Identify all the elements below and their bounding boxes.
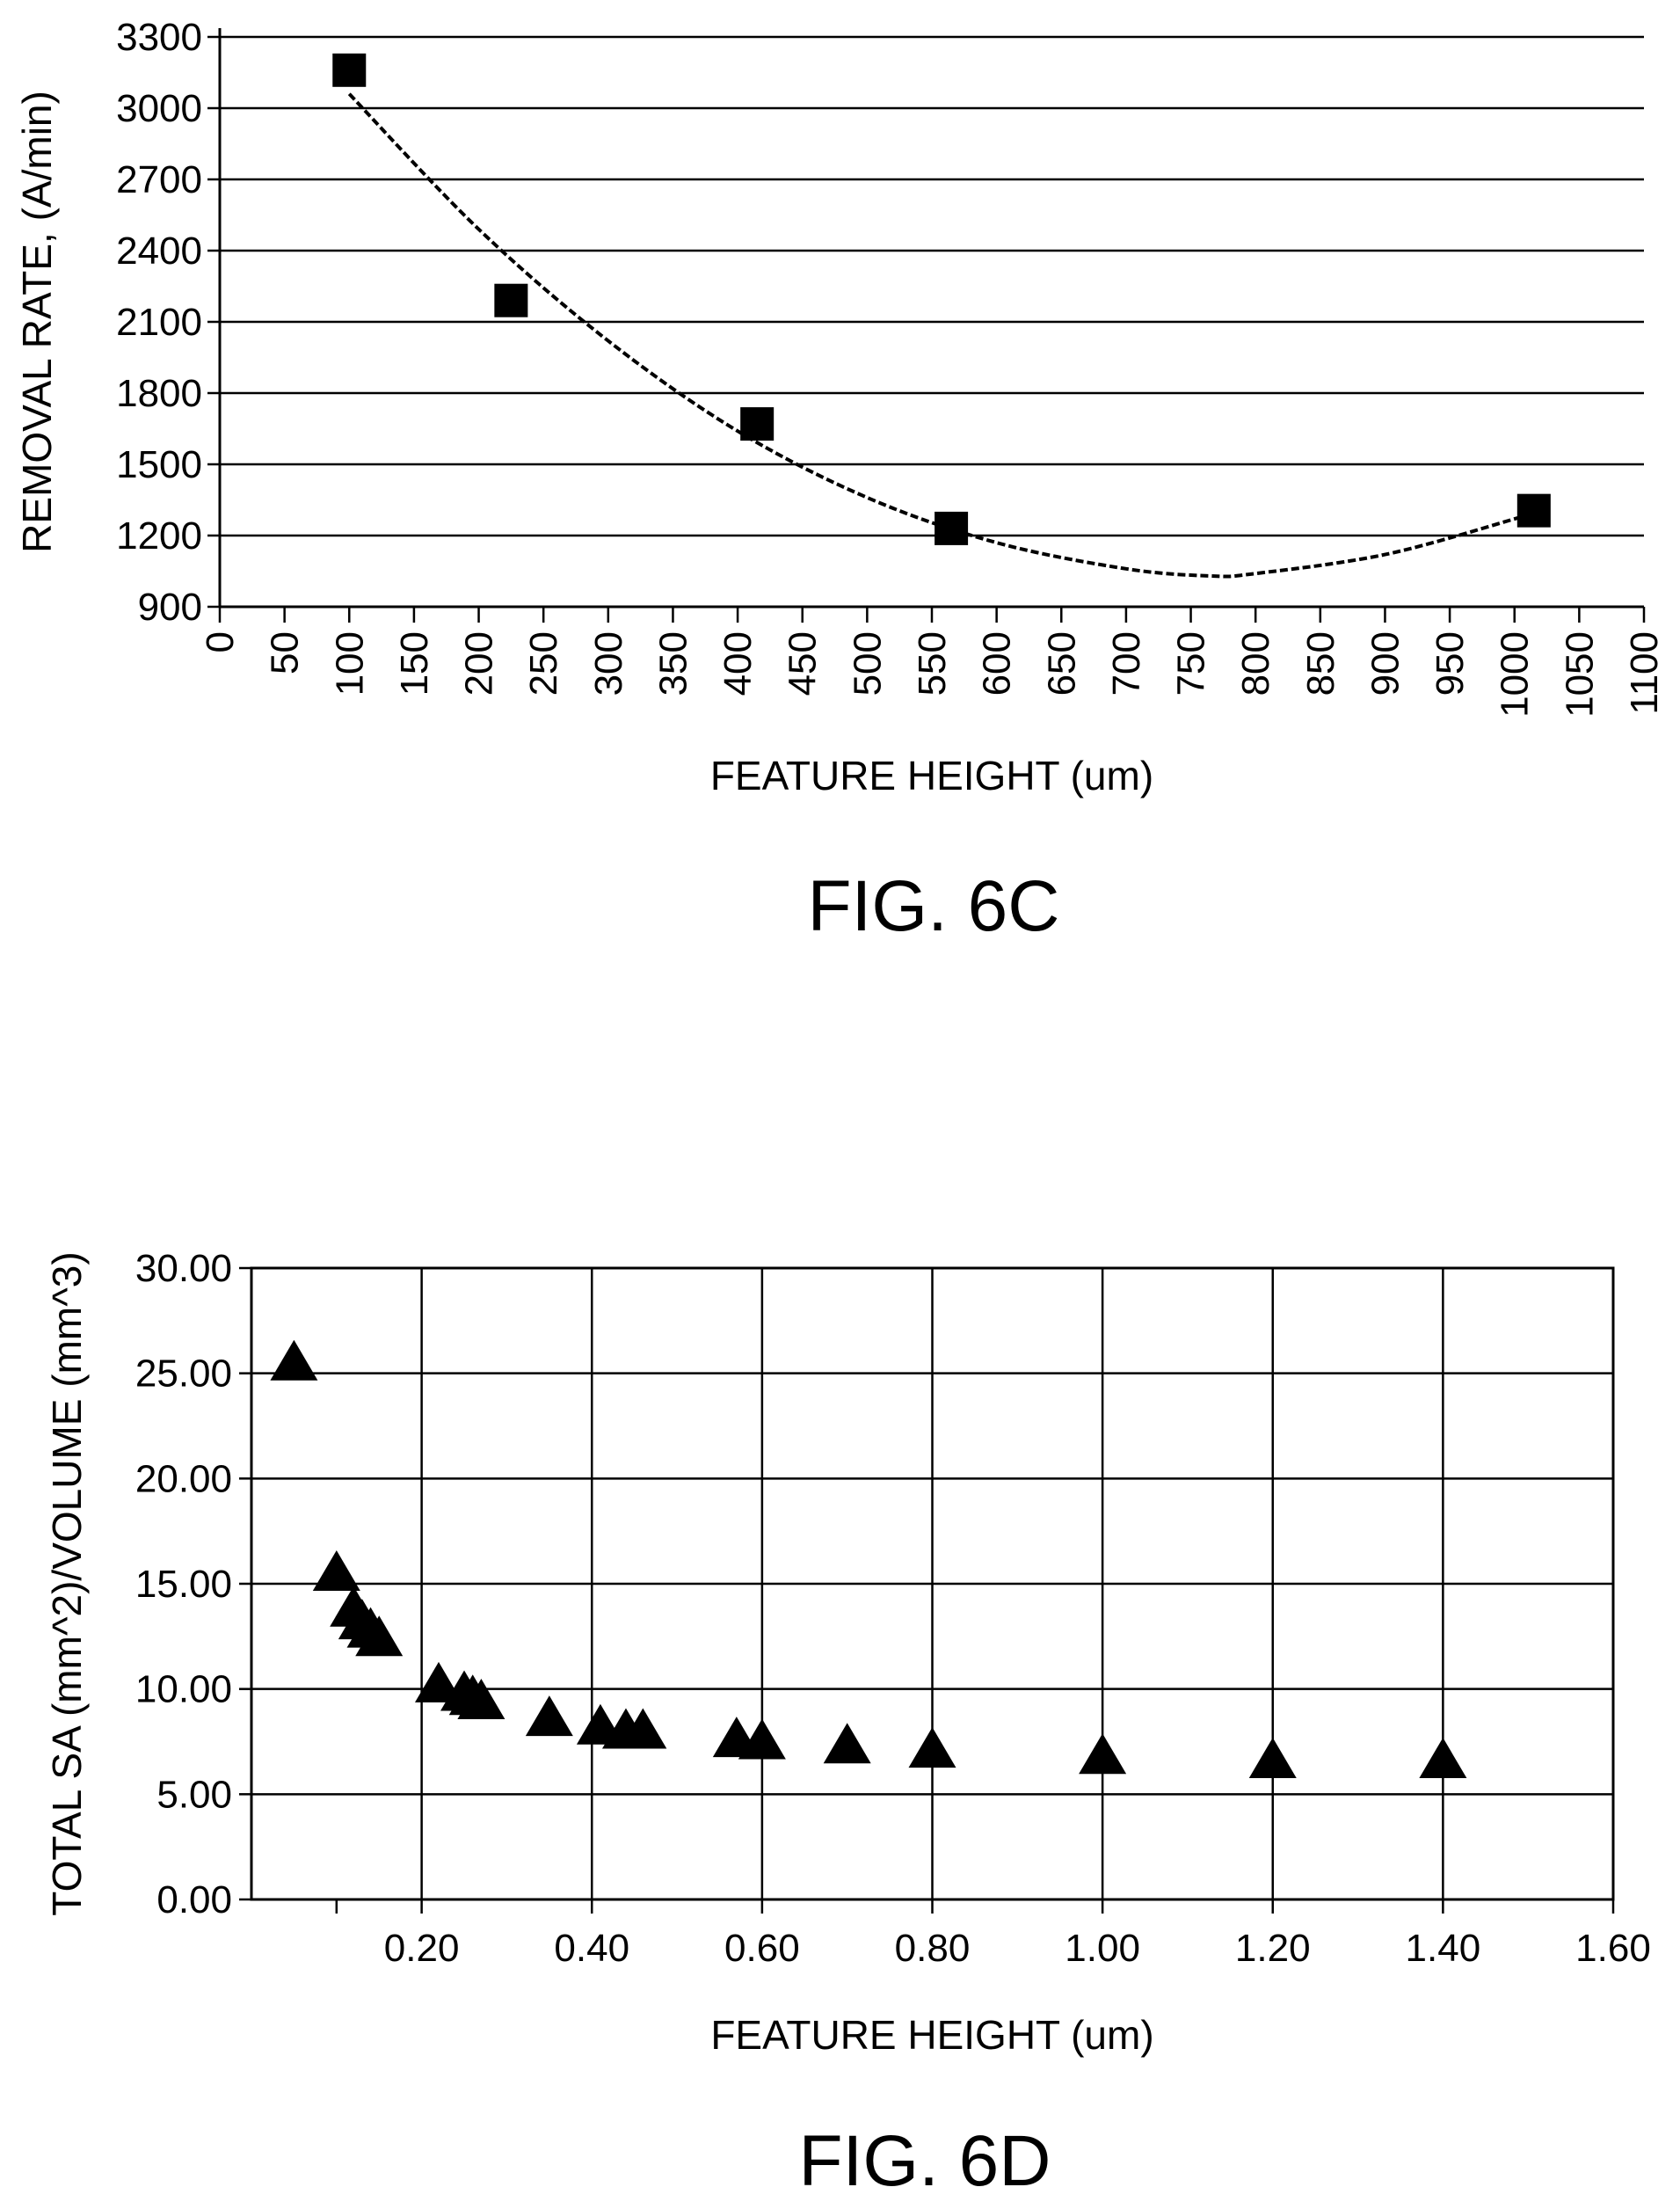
data-point-triangle bbox=[738, 1718, 786, 1760]
y-tick-label: 10.00 bbox=[135, 1668, 232, 1711]
x-tick-label: 1.20 bbox=[1235, 1927, 1311, 1970]
data-point-triangle bbox=[1248, 1738, 1297, 1779]
data-point-square bbox=[740, 407, 775, 441]
data-point-triangle bbox=[1419, 1738, 1467, 1779]
data-point-triangle bbox=[619, 1708, 667, 1749]
x-tick-label: 550 bbox=[911, 631, 954, 696]
data-point-triangle bbox=[414, 1661, 462, 1702]
x-tick-label: 0.80 bbox=[895, 1927, 971, 1970]
x-tick-label: 450 bbox=[782, 631, 825, 696]
figure-label: FIG. 6C bbox=[807, 866, 1059, 946]
x-tick-label: 1000 bbox=[1494, 631, 1537, 718]
y-tick-label: 2100 bbox=[116, 301, 202, 344]
x-tick-label: 0.60 bbox=[724, 1927, 800, 1970]
y-tick-label: 2700 bbox=[116, 158, 202, 201]
x-tick-label: 1.60 bbox=[1575, 1927, 1651, 1970]
data-point-triangle bbox=[312, 1550, 360, 1592]
y-tick-label: 25.00 bbox=[135, 1352, 232, 1396]
plot-frame bbox=[250, 1266, 1615, 1901]
x-tick-label: 1100 bbox=[1623, 631, 1666, 715]
y-tick-label: 5.00 bbox=[156, 1773, 232, 1816]
data-point-square bbox=[332, 53, 367, 87]
y-axis-title: TOTAL SA (mm^2)/VOLUME (mm^3) bbox=[44, 1251, 90, 1915]
y-tick-label: 1500 bbox=[116, 443, 202, 486]
x-tick-label: 0.40 bbox=[554, 1927, 629, 1970]
x-tick-label: 900 bbox=[1364, 631, 1407, 696]
y-tick-label: 1200 bbox=[116, 514, 202, 558]
x-tick-label: 250 bbox=[522, 631, 565, 696]
x-tick-label: 0.20 bbox=[384, 1927, 460, 1970]
x-tick-label: 150 bbox=[393, 631, 436, 696]
x-tick-label: 1050 bbox=[1558, 631, 1601, 718]
y-tick-label: 1800 bbox=[116, 372, 202, 415]
x-tick-label: 950 bbox=[1429, 631, 1472, 696]
x-tick-label: 100 bbox=[328, 631, 371, 696]
data-point-square bbox=[935, 511, 969, 545]
x-tick-label: 1.40 bbox=[1406, 1927, 1481, 1970]
trendline bbox=[347, 92, 1535, 579]
y-tick-label: 20.00 bbox=[135, 1457, 232, 1500]
data-point-triangle bbox=[270, 1339, 318, 1381]
x-tick-label: 750 bbox=[1170, 631, 1213, 696]
data-point-triangle bbox=[1079, 1733, 1127, 1775]
data-point-square bbox=[1516, 493, 1551, 528]
x-tick-label: 300 bbox=[587, 631, 630, 696]
data-point-triangle bbox=[355, 1615, 404, 1657]
data-point-square bbox=[494, 283, 528, 317]
y-tick-label: 30.00 bbox=[135, 1247, 232, 1290]
x-tick-label: 500 bbox=[846, 631, 889, 696]
x-axis-title: FEATURE HEIGHT (um) bbox=[710, 753, 1153, 798]
x-tick-label: 50 bbox=[264, 631, 307, 674]
y-tick-label: 0.00 bbox=[156, 1878, 232, 1921]
x-tick-label: 650 bbox=[1040, 631, 1083, 696]
data-point-triangle bbox=[823, 1723, 871, 1764]
data-point-triangle bbox=[457, 1679, 505, 1720]
x-tick-label: 600 bbox=[976, 631, 1019, 696]
x-axis-title: FEATURE HEIGHT (um) bbox=[710, 2012, 1153, 2058]
figure-label: FIG. 6D bbox=[798, 2121, 1051, 2201]
data-point-triangle bbox=[525, 1695, 573, 1737]
x-tick-label: 400 bbox=[716, 631, 760, 696]
y-tick-label: 3000 bbox=[116, 87, 202, 130]
x-tick-label: 0 bbox=[199, 631, 242, 652]
x-tick-label: 1.00 bbox=[1065, 1927, 1140, 1970]
data-point-triangle bbox=[908, 1727, 956, 1768]
y-tick-label: 3300 bbox=[116, 16, 202, 59]
y-axis-title: REMOVAL RATE, (A/min) bbox=[14, 91, 60, 553]
y-tick-label: 2400 bbox=[116, 230, 202, 273]
x-tick-label: 800 bbox=[1234, 631, 1277, 696]
x-tick-label: 350 bbox=[651, 631, 695, 696]
y-tick-label: 900 bbox=[138, 586, 202, 629]
x-tick-label: 850 bbox=[1299, 631, 1342, 696]
x-tick-label: 700 bbox=[1105, 631, 1148, 696]
y-tick-label: 15.00 bbox=[135, 1563, 232, 1606]
chart-fig-6d: 0.00 5.00 10.00 15.00 20.00 25.00 30.00 0.20 0.4… bbox=[44, 1247, 1651, 2201]
x-tick-label: 200 bbox=[458, 631, 501, 696]
chart-fig-6c: 900 1200 1500 1800 2100 2400 2700 3000 3300 0 50 10… bbox=[14, 16, 1666, 946]
